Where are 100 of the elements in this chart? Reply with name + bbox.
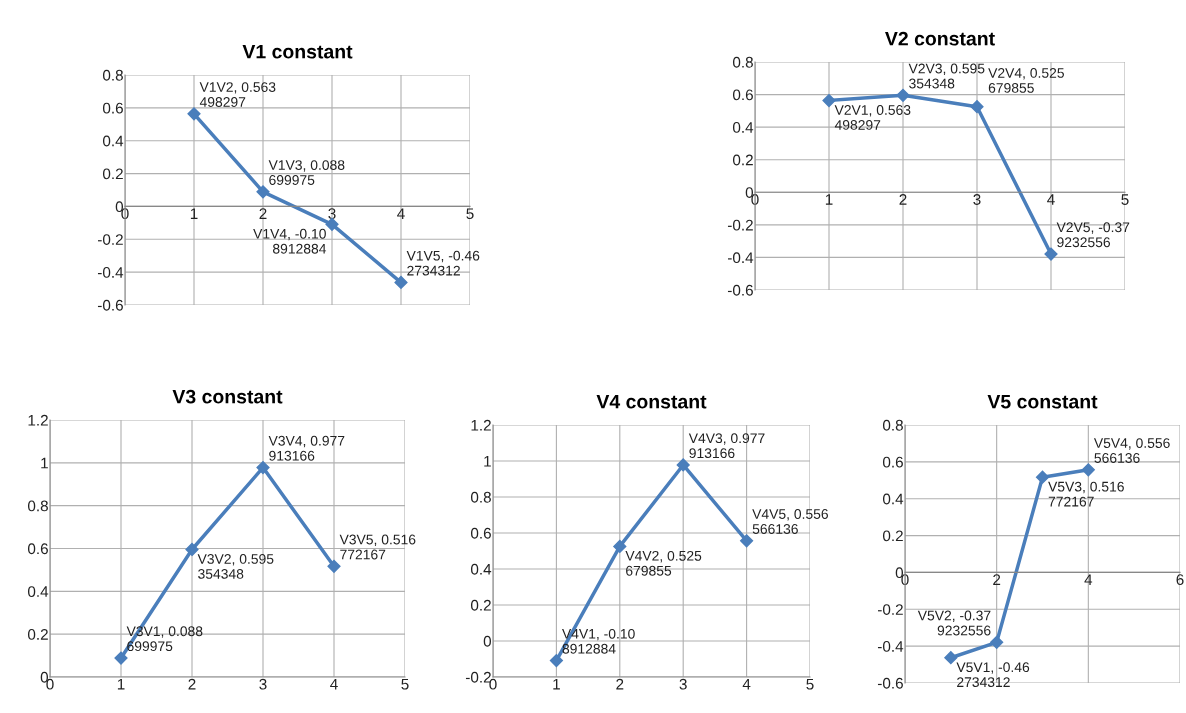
y-tick-label: 0.6: [470, 527, 491, 539]
y-tick-label: 0.6: [882, 456, 903, 468]
x-tick-label: 1: [553, 678, 560, 690]
y-tick-label: 1.2: [471, 419, 491, 431]
y-tick-label: 0.2: [102, 168, 123, 180]
y-tick-label: 0.4: [102, 135, 124, 147]
y-tick-label: 0: [745, 187, 754, 198]
y-tick-label: -0.4: [97, 267, 124, 278]
y-tick-label: 0.6: [27, 543, 48, 555]
x-tick-label: 2: [993, 574, 1001, 585]
data-label: V4V5, 0.556566136: [752, 509, 828, 534]
chart-title: V3 constant: [172, 389, 283, 404]
x-tick-label: 4: [742, 678, 751, 690]
y-tick-label: 0: [483, 635, 492, 647]
point: [394, 275, 408, 290]
data-label: V5V1, -0.462734312: [956, 662, 1030, 688]
y-tick-label: -0.6: [97, 299, 123, 311]
data-label: V1V2, 0.563498297: [199, 82, 276, 107]
y-tick-label: 0.2: [732, 154, 753, 166]
point: [256, 460, 270, 475]
point: [896, 88, 910, 102]
data-label: V5V2, -0.379232556: [917, 610, 991, 636]
x-tick-label: 1: [190, 208, 198, 219]
x-tick-label: 4: [1047, 194, 1055, 205]
chart-title: V1 constant: [242, 44, 353, 59]
x-tick-label: 2: [899, 194, 907, 205]
data-label: V4V2, 0.525679855: [625, 550, 702, 576]
x-tick-label: 2: [616, 678, 624, 690]
x-tick-label: 3: [259, 678, 267, 690]
y-tick-label: 1: [41, 457, 48, 469]
y-tick-label: -0.6: [877, 677, 903, 689]
y-tick-label: -0.4: [877, 641, 904, 652]
point: [676, 458, 690, 472]
point: [822, 93, 836, 108]
y-tick-label: -0.4: [727, 252, 754, 264]
data-label: V3V4, 0.977913166: [268, 435, 345, 461]
point: [114, 651, 128, 665]
y-tick-label: -0.2: [97, 234, 123, 245]
point: [990, 635, 1004, 649]
x-tick-label: 4: [330, 678, 338, 690]
point: [549, 654, 563, 668]
point: [944, 651, 958, 665]
x-tick-label: 5: [401, 678, 409, 690]
point: [970, 100, 984, 114]
point: [1035, 470, 1050, 484]
y-tick-label: 0.6: [102, 102, 123, 114]
data-label: V1V5, -0.462734312: [406, 250, 480, 276]
y-tick-label: 1.2: [28, 414, 48, 426]
data-label: V1V4, -0.108912884: [253, 228, 327, 254]
x-tick-label: 5: [1121, 194, 1129, 205]
point: [327, 559, 341, 573]
x-tick-label: 3: [328, 208, 336, 220]
x-tick-label: 3: [973, 194, 981, 205]
data-label: V5V4, 0.556566136: [1093, 438, 1170, 463]
x-tick-label: 4: [397, 208, 405, 219]
point: [740, 534, 754, 548]
y-tick-label: 0.8: [27, 500, 48, 512]
x-tick-label: 2: [259, 208, 267, 219]
data-label: V2V3, 0.595354348: [908, 63, 985, 89]
y-tick-label: 0.4: [732, 122, 754, 133]
point: [187, 107, 201, 121]
data-label: V3V5, 0.516772167: [339, 534, 416, 560]
x-tick-label: 5: [806, 678, 814, 690]
y-tick-label: -0.2: [877, 604, 903, 615]
y-tick-label: 0.2: [27, 629, 48, 640]
chart-title: V4 constant: [596, 394, 707, 409]
point: [1044, 247, 1058, 261]
y-tick-label: 0.8: [882, 419, 903, 431]
chart-title: V5 constant: [987, 394, 1098, 409]
y-tick-label: 0.4: [27, 586, 49, 598]
chart-title: V2 constant: [885, 31, 995, 46]
x-tick-label: 4: [1084, 574, 1093, 585]
point: [256, 185, 270, 199]
data-label: V5V3, 0.516772167: [1048, 481, 1124, 507]
y-tick-label: 0.2: [882, 530, 903, 542]
y-tick-label: 1: [484, 456, 491, 467]
y-tick-label: -0.2: [727, 219, 753, 231]
y-tick-label: 0.8: [732, 56, 753, 68]
y-tick-label: 0.8: [470, 491, 491, 503]
x-tick-label: 3: [679, 678, 687, 690]
x-tick-label: 2: [188, 678, 196, 690]
y-tick-label: -0.2: [465, 671, 491, 683]
point: [1081, 463, 1095, 477]
y-tick-label: 0.6: [732, 89, 753, 101]
data-label: V4V3, 0.977913166: [688, 433, 765, 459]
point: [325, 217, 339, 231]
data-label: V3V2, 0.595354348: [197, 554, 274, 579]
x-tick-label: 5: [466, 208, 474, 220]
point: [185, 542, 199, 557]
y-tick-label: -0.6: [727, 284, 753, 296]
y-tick-label: 0.2: [470, 599, 491, 611]
point: [613, 539, 627, 553]
y-tick-label: 0.4: [882, 493, 904, 505]
y-tick-label: 0.4: [470, 563, 492, 575]
y-tick-label: 0.8: [102, 69, 123, 81]
x-tick-label: 1: [825, 194, 833, 205]
data-label: V2V4, 0.525679855: [988, 68, 1064, 93]
data-label: V1V3, 0.088699975: [268, 160, 345, 185]
data-label: V2V1, 0.563498297: [834, 105, 911, 130]
data-label: V2V5, -0.379232556: [1056, 222, 1130, 248]
